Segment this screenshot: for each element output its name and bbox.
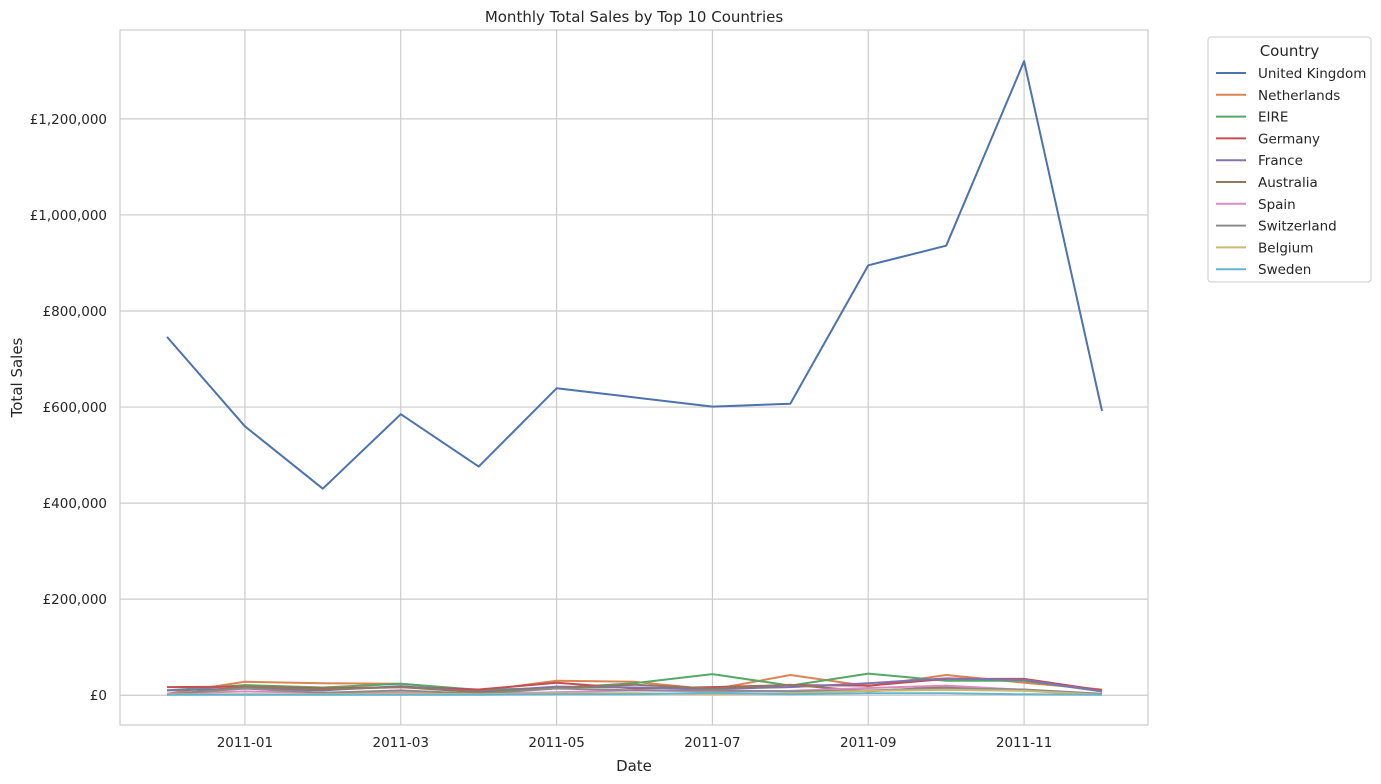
x-tick-label: 2011-03 <box>373 735 429 751</box>
legend-items: United Kingdom Netherlands EIRE Germany Fran… <box>1216 66 1366 278</box>
legend-box <box>1207 36 1372 283</box>
legend-label: Belgium <box>1258 240 1313 256</box>
legend-label: Australia <box>1258 175 1318 191</box>
legend-label: EIRE <box>1258 110 1288 126</box>
series-line-united-kingdom <box>166 60 1103 490</box>
x-tick-label: 2011-11 <box>996 735 1052 751</box>
legend-item: Sweden <box>1216 262 1311 278</box>
y-tick-label: £400,000 <box>43 496 107 512</box>
legend-item: United Kingdom <box>1216 66 1366 82</box>
legend-item: Spain <box>1216 197 1296 213</box>
legend-label: Germany <box>1258 131 1320 147</box>
legend-label: Sweden <box>1258 262 1311 278</box>
legend-label: Spain <box>1258 197 1296 213</box>
y-tick-label: £1,200,000 <box>30 112 107 128</box>
legend-label: United Kingdom <box>1258 66 1366 82</box>
x-axis-ticks: 2011-01 2011-03 2011-05 2011-07 2011-09 2011-… <box>217 735 1053 751</box>
series-line-netherlands <box>166 674 1103 695</box>
legend-item: Australia <box>1216 175 1318 191</box>
x-tick-label: 2011-07 <box>684 735 740 751</box>
legend-item: Belgium <box>1216 240 1313 256</box>
legend-label: France <box>1258 153 1303 169</box>
y-tick-label: £1,000,000 <box>30 208 107 224</box>
legend-title: Country <box>1260 42 1320 60</box>
x-tick-label: 2011-01 <box>217 735 273 751</box>
series-line-sweden <box>167 691 1103 696</box>
series-line-switzerland <box>166 687 1103 696</box>
gridlines <box>120 30 1148 725</box>
legend-item: Switzerland <box>1216 219 1337 235</box>
legend: Country United Kingdom Netherlands EIRE Ger… <box>1207 36 1372 283</box>
plot-frame <box>119 29 1149 726</box>
y-axis-ticks: £0 £200,000 £400,000 £600,000 £800,000 £1,000… <box>30 112 107 704</box>
x-tick-label: 2011-05 <box>528 735 584 751</box>
legend-label: Netherlands <box>1258 88 1340 104</box>
x-tick-label: 2011-09 <box>840 735 896 751</box>
y-tick-label: £200,000 <box>43 592 107 608</box>
legend-item: Netherlands <box>1216 88 1340 104</box>
y-tick-label: £0 <box>90 688 107 704</box>
legend-item: EIRE <box>1216 110 1288 126</box>
chart-title: Monthly Total Sales by Top 10 Countries <box>485 8 784 26</box>
legend-item: France <box>1216 153 1303 169</box>
y-tick-label: £800,000 <box>43 304 107 320</box>
series-lines <box>166 60 1103 696</box>
legend-item: Germany <box>1216 131 1320 147</box>
y-tick-label: £600,000 <box>43 400 107 416</box>
legend-label: Switzerland <box>1258 219 1337 235</box>
x-axis-title: Date <box>616 757 652 775</box>
y-axis-title: Total Sales <box>8 337 26 418</box>
